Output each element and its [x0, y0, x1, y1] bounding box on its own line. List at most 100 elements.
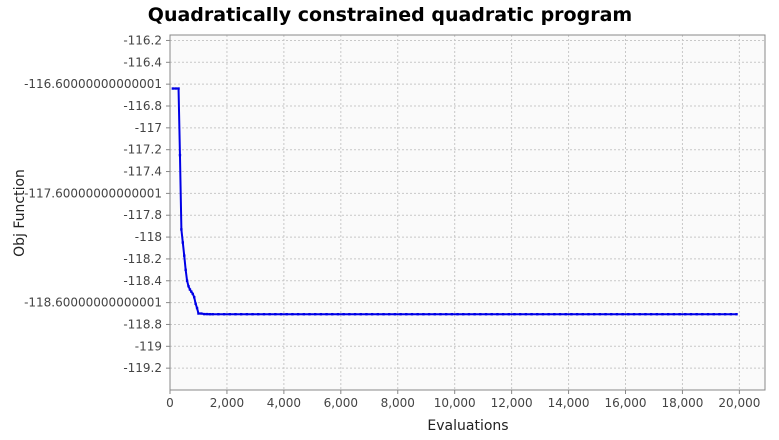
- data-point: [325, 312, 328, 316]
- data-point: [667, 312, 670, 316]
- data-point: [558, 312, 562, 316]
- data-point: [684, 312, 687, 316]
- data-point: [188, 288, 192, 291]
- data-point: [547, 312, 550, 316]
- y-tick-label: -118: [135, 230, 162, 244]
- x-tick-label: 20,000: [718, 396, 760, 410]
- x-tick-label: 12,000: [491, 396, 533, 410]
- data-point: [197, 312, 200, 315]
- data-point: [695, 312, 698, 316]
- y-tick-label: -116.8: [123, 99, 162, 113]
- x-tick-label: 4,000: [267, 396, 301, 410]
- data-point: [678, 312, 681, 316]
- data-point: [388, 312, 391, 316]
- data-point: [228, 312, 231, 316]
- data-point: [185, 279, 189, 282]
- data-point: [174, 87, 177, 90]
- data-point: [518, 312, 522, 316]
- data-point: [336, 312, 340, 316]
- data-point: [592, 312, 596, 316]
- data-point: [410, 312, 414, 316]
- data-point: [638, 312, 641, 316]
- data-point: [405, 312, 408, 316]
- data-point: [462, 312, 465, 316]
- data-point: [644, 312, 647, 316]
- data-point: [393, 312, 397, 316]
- data-point: [194, 302, 197, 305]
- data-point: [183, 254, 186, 257]
- data-point: [621, 312, 624, 316]
- y-axis-label: Obj Function: [12, 169, 28, 257]
- data-point: [191, 292, 194, 296]
- plot-border: [169, 34, 766, 391]
- data-point: [672, 312, 676, 316]
- data-point: [211, 312, 214, 316]
- data-point: [444, 312, 448, 316]
- data-point: [490, 312, 493, 316]
- data-point: [234, 312, 237, 316]
- data-point: [342, 312, 345, 316]
- data-point: [416, 312, 419, 316]
- data-point: [359, 312, 362, 316]
- plot-area: [170, 35, 765, 390]
- data-point: [331, 312, 334, 316]
- data-point: [501, 312, 505, 316]
- data-point: [507, 312, 510, 316]
- data-point: [268, 312, 271, 316]
- data-point: [536, 312, 539, 316]
- y-tick-label: -118.2: [123, 252, 162, 266]
- data-point: [177, 87, 180, 90]
- data-point: [382, 312, 385, 316]
- y-tick-label: -117.2: [123, 143, 162, 157]
- data-point: [541, 312, 545, 316]
- data-point: [257, 312, 260, 316]
- data-point: [467, 312, 471, 316]
- data-point: [422, 312, 425, 316]
- data-point: [632, 312, 636, 316]
- y-tick-label: -117.60000000000001: [24, 186, 162, 200]
- data-point: [370, 312, 374, 316]
- data-point: [180, 228, 183, 231]
- data-point: [376, 312, 380, 316]
- data-point: [604, 312, 607, 316]
- data-point: [427, 312, 431, 316]
- data-point: [456, 312, 459, 316]
- y-tick-label: -117: [135, 121, 162, 135]
- y-tick-label: -118.4: [123, 274, 162, 288]
- data-point: [718, 312, 721, 316]
- y-tick-label: -118.60000000000001: [24, 296, 162, 310]
- data-point: [701, 312, 704, 316]
- data-point: [473, 312, 476, 316]
- data-point: [313, 312, 317, 316]
- data-point: [587, 312, 590, 316]
- y-tick-label: -116.4: [123, 55, 162, 69]
- data-point: [598, 312, 602, 316]
- data-point: [202, 312, 206, 316]
- chart-title: Quadratically constrained quadratic prog…: [148, 4, 632, 26]
- data-point: [251, 312, 254, 316]
- x-tick-label: 16,000: [605, 396, 647, 410]
- data-point: [729, 312, 733, 316]
- data-point: [208, 312, 212, 316]
- data-point: [302, 312, 306, 316]
- data-point: [245, 312, 249, 316]
- data-point: [178, 153, 182, 157]
- data-point: [649, 312, 653, 316]
- data-point: [655, 312, 659, 316]
- data-point: [610, 312, 613, 316]
- x-tick-label: 2,000: [210, 396, 244, 410]
- data-point: [184, 268, 187, 272]
- x-tick-label: 6,000: [324, 396, 358, 410]
- y-tick-label: -117.8: [123, 208, 162, 222]
- data-point: [187, 285, 190, 288]
- data-point: [279, 312, 283, 316]
- x-tick-label: 18,000: [661, 396, 703, 410]
- data-point: [296, 312, 300, 316]
- data-point: [575, 312, 579, 316]
- series-layer: [171, 87, 738, 316]
- data-point: [712, 312, 715, 316]
- data-point: [319, 312, 323, 316]
- data-point: [217, 312, 220, 316]
- data-point: [723, 312, 727, 316]
- data-point: [262, 312, 266, 316]
